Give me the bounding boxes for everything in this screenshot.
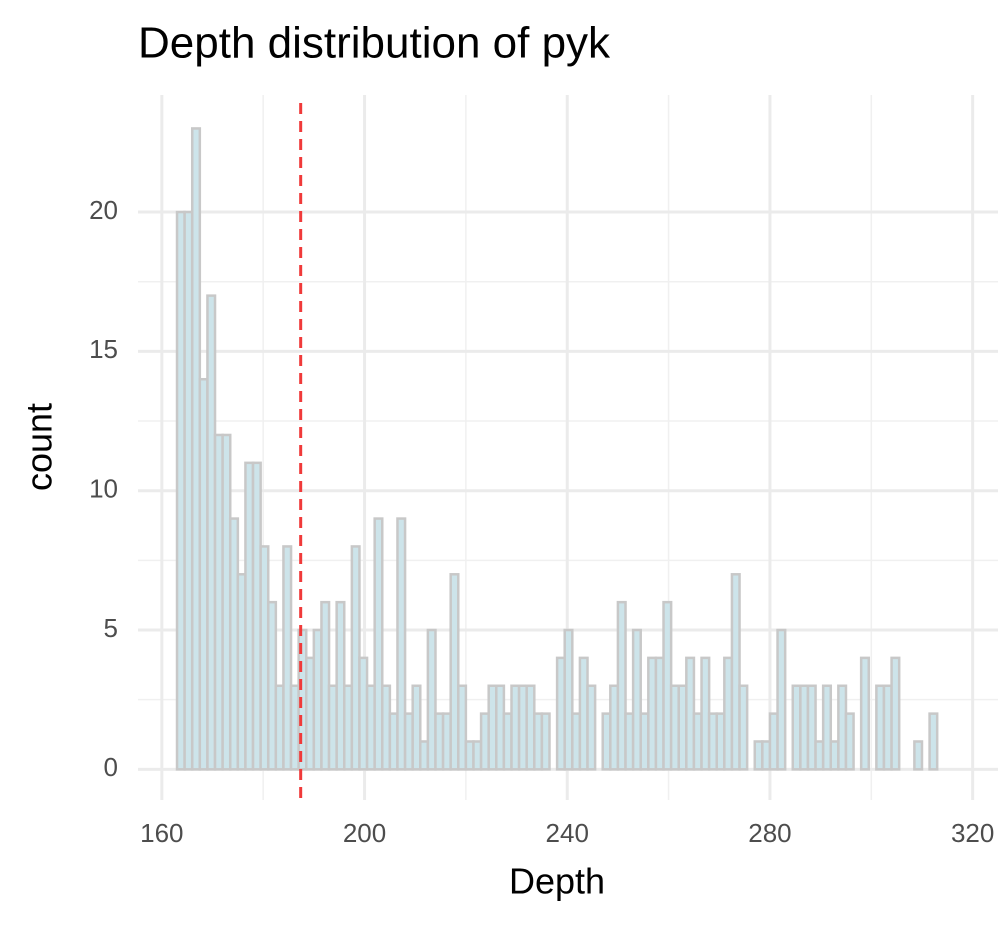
bar	[821, 684, 833, 771]
bar	[859, 656, 871, 771]
bar	[449, 573, 460, 771]
bar	[844, 712, 855, 771]
bar	[928, 712, 939, 771]
bar	[890, 656, 901, 771]
y-tick-label: 20	[89, 195, 118, 225]
x-tick-label: 200	[343, 818, 386, 848]
y-tick-label: 0	[104, 752, 118, 782]
bar	[738, 684, 749, 771]
bar	[396, 517, 407, 771]
bar	[730, 573, 741, 771]
x-axis-title: Depth	[509, 861, 605, 902]
chart-title: Depth distribution of pyk	[138, 19, 611, 68]
bar	[806, 684, 817, 771]
bar	[563, 628, 574, 771]
y-axis-title: count	[19, 403, 60, 491]
x-tick-label: 160	[140, 818, 183, 848]
bar	[457, 684, 468, 771]
y-tick-label: 15	[89, 334, 118, 364]
x-tick-label: 280	[748, 818, 791, 848]
bar	[426, 628, 437, 771]
bar	[282, 545, 293, 771]
bar	[631, 628, 642, 771]
x-tick-label: 320	[951, 818, 994, 848]
bar	[373, 517, 384, 771]
bar	[776, 628, 787, 771]
y-tick-label: 5	[104, 613, 118, 643]
y-tick-label: 10	[89, 474, 118, 504]
bar	[913, 740, 924, 771]
bar	[586, 684, 597, 771]
x-tick-label: 240	[546, 818, 589, 848]
bar	[540, 712, 551, 771]
bar	[411, 684, 422, 771]
bar	[616, 600, 627, 771]
